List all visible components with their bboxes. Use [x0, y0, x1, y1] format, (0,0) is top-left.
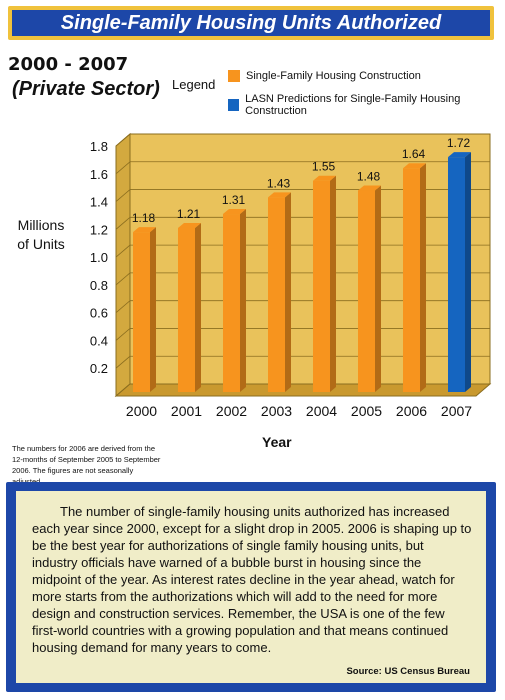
summary-paragraph: The number of single-family housing unit… — [32, 504, 472, 655]
gridline-side — [115, 355, 131, 369]
value-label-2003: 1.43 — [267, 176, 291, 190]
gridline-side — [115, 300, 131, 313]
bar-top-2001 — [178, 222, 201, 228]
y-tick-label: 1.0 — [90, 250, 108, 265]
years-label: 2000 - 2007 — [8, 54, 129, 75]
value-label-2002: 1.31 — [222, 193, 246, 207]
bar-side-2005 — [375, 185, 381, 392]
y-axis-label: Millions of Units — [17, 217, 65, 252]
x-axis-label: Year — [262, 434, 292, 450]
bar-side-2003 — [285, 192, 291, 392]
sector-label: (Private Sector) — [12, 78, 160, 100]
y-tick-label: 1.4 — [90, 195, 108, 210]
gridline-side — [115, 133, 131, 147]
y-tick-label: 0.6 — [90, 306, 108, 321]
y-tick-label: 1.2 — [90, 222, 108, 237]
gridline-side — [115, 272, 131, 286]
bar-2002 — [223, 214, 240, 392]
x-tick-label-2002: 2002 — [216, 403, 247, 419]
gridline-side — [115, 161, 131, 175]
bar-side-2004 — [330, 175, 336, 392]
bar-2000 — [133, 232, 150, 392]
bar-side-2000 — [150, 227, 156, 392]
chart-floor — [114, 383, 492, 397]
gridline-side — [115, 244, 131, 258]
title-banner: Single-Family Housing Units Authorized — [8, 6, 494, 40]
bar-chart: 0.2 0.4 0.6 0.8 1.0 1.2 1.4 1.6 1.8 1.18 2000 1.21 2… — [90, 132, 492, 419]
bar-2003 — [268, 197, 285, 392]
y-tick-label: 1.8 — [90, 139, 108, 154]
summary-box: The number of single-family housing unit… — [6, 482, 496, 692]
bar-side-2002 — [240, 209, 246, 392]
value-label-2001: 1.21 — [177, 207, 201, 221]
legend-item-actual: Single-Family Housing Construction — [228, 70, 421, 82]
x-tick-label-2006: 2006 — [396, 403, 427, 419]
bar-side-2007 — [465, 152, 471, 392]
bar-2005 — [358, 190, 375, 392]
legend-title: Legend — [172, 77, 216, 92]
bar-2001 — [178, 227, 195, 392]
bar-side-2006 — [420, 163, 426, 392]
gridline-side — [115, 328, 131, 341]
y-tick-label: 0.8 — [90, 278, 108, 293]
chart-side-wall — [115, 132, 131, 398]
value-label-2007: 1.72 — [447, 136, 471, 150]
value-label-2004: 1.55 — [312, 160, 336, 174]
value-label-2006: 1.64 — [402, 147, 426, 161]
bar-top-2005 — [358, 185, 381, 191]
bar-top-2006 — [403, 163, 426, 169]
bar-top-2003 — [268, 192, 291, 198]
x-tick-label-2007: 2007 — [441, 403, 472, 419]
chart-title: Single-Family Housing Units Authorized — [60, 11, 442, 34]
title-banner-inner: Single-Family Housing Units Authorized — [12, 10, 490, 36]
legend-swatch-orange — [228, 70, 240, 82]
y-tick-label: 0.4 — [90, 333, 108, 348]
legend-label-actual: Single-Family Housing Construction — [246, 70, 421, 82]
x-tick-label-2001: 2001 — [171, 403, 202, 419]
y-tick-label: 0.2 — [90, 361, 108, 376]
x-tick-label-2003: 2003 — [261, 403, 292, 419]
gridline-side — [115, 217, 131, 230]
summary-box-inner: The number of single-family housing unit… — [16, 491, 486, 683]
bar-top-2002 — [223, 209, 246, 215]
bar-side-2001 — [195, 222, 201, 392]
bar-2004 — [313, 180, 330, 392]
value-label-2005: 1.48 — [357, 169, 381, 183]
legend-swatch-blue — [228, 99, 240, 111]
y-tick-label: 1.6 — [90, 167, 108, 182]
bar-top-2007 — [448, 152, 471, 158]
x-tick-label-2004: 2004 — [306, 403, 337, 419]
bar-2007 — [448, 157, 465, 392]
bar-2006 — [403, 168, 420, 392]
gridline-side — [115, 189, 131, 202]
bar-top-2000 — [133, 227, 156, 233]
source-credit: Source: US Census Bureau — [346, 666, 470, 677]
value-label-2000: 1.18 — [132, 211, 156, 225]
bar-top-2004 — [313, 175, 336, 181]
legend-item-predicted: LASN Predictions for Single-Family Housi… — [228, 93, 505, 117]
x-tick-label-2000: 2000 — [126, 403, 157, 419]
footnote: The numbers for 2006 are derived from th… — [12, 444, 161, 486]
legend-label-predicted: LASN Predictions for Single-Family Housi… — [245, 93, 461, 117]
x-tick-label-2005: 2005 — [351, 403, 382, 419]
